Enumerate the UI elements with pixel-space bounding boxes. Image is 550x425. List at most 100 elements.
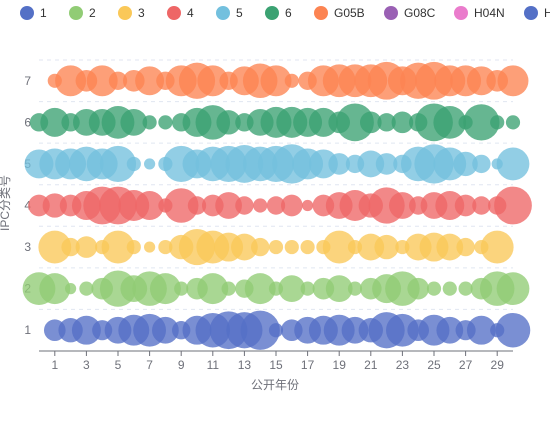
- bubble-point[interactable]: [453, 151, 478, 177]
- bubble-point[interactable]: [300, 281, 315, 296]
- bubble-point[interactable]: [466, 66, 496, 96]
- bubble-point[interactable]: [322, 230, 356, 264]
- legend-item-6[interactable]: 6: [265, 6, 292, 20]
- bubble-point[interactable]: [40, 107, 70, 137]
- bubble-point[interactable]: [386, 313, 419, 347]
- bubble-point[interactable]: [235, 196, 254, 215]
- bubble-point[interactable]: [120, 108, 148, 136]
- bubble-point[interactable]: [357, 150, 385, 178]
- bubble-point[interactable]: [61, 237, 80, 257]
- legend-item-H04N[interactable]: H04N: [454, 6, 505, 20]
- bubble-point[interactable]: [359, 111, 382, 134]
- bubble-point[interactable]: [496, 147, 530, 181]
- bubble-point[interactable]: [197, 273, 229, 305]
- bubble-point[interactable]: [135, 66, 165, 96]
- bubble-point[interactable]: [75, 236, 98, 258]
- bubble-point[interactable]: [135, 191, 165, 220]
- bubble-point[interactable]: [152, 316, 179, 344]
- bubble-point[interactable]: [454, 194, 477, 217]
- bubble-point[interactable]: [375, 153, 398, 175]
- legend-item-1[interactable]: 1: [20, 6, 47, 20]
- bubble-point[interactable]: [149, 273, 181, 305]
- bubble-point[interactable]: [231, 233, 258, 261]
- bubble-point[interactable]: [435, 191, 465, 220]
- bubble-point[interactable]: [490, 115, 505, 130]
- bubble-point[interactable]: [268, 323, 284, 338]
- bubble-point[interactable]: [221, 281, 236, 296]
- bubble-point[interactable]: [108, 71, 128, 90]
- legend-item-G05B[interactable]: G05B: [314, 6, 365, 20]
- bubble-point[interactable]: [38, 230, 72, 264]
- bubble-point[interactable]: [466, 315, 496, 345]
- legend-item-G08C[interactable]: G08C: [384, 6, 436, 20]
- bubble-point[interactable]: [458, 281, 473, 296]
- bubble-point[interactable]: [158, 115, 173, 130]
- bubble-point[interactable]: [79, 281, 94, 296]
- bubble-point[interactable]: [101, 230, 135, 264]
- bubble-point[interactable]: [144, 158, 156, 170]
- bubble-point[interactable]: [391, 111, 414, 134]
- bubble-point[interactable]: [433, 105, 467, 139]
- bubble-point[interactable]: [86, 65, 118, 97]
- bubble-point[interactable]: [142, 115, 157, 130]
- bubble-point[interactable]: [300, 239, 315, 255]
- bubble-point[interactable]: [336, 103, 374, 142]
- bubble-point[interactable]: [442, 281, 457, 296]
- bubble-point[interactable]: [144, 241, 156, 253]
- bubble-point[interactable]: [472, 196, 491, 215]
- bubble-point[interactable]: [158, 239, 173, 255]
- bubble-point[interactable]: [163, 188, 199, 223]
- bubble-point[interactable]: [187, 196, 207, 215]
- bubble-point[interactable]: [244, 273, 276, 305]
- bubble-point[interactable]: [284, 73, 299, 88]
- bubble-point[interactable]: [308, 107, 338, 137]
- bubble-point[interactable]: [266, 196, 286, 215]
- bubble-point[interactable]: [39, 273, 71, 305]
- bubble-point[interactable]: [42, 193, 67, 218]
- legend-item-H04M[interactable]: H04M: [524, 6, 550, 20]
- legend-item-4[interactable]: 4: [167, 6, 194, 20]
- bubble-point[interactable]: [325, 275, 353, 303]
- bubble-point[interactable]: [456, 237, 475, 257]
- bubble-point[interactable]: [494, 186, 532, 225]
- legend-item-3[interactable]: 3: [118, 6, 145, 20]
- bubble-point[interactable]: [215, 192, 242, 219]
- bubble-point[interactable]: [174, 281, 189, 296]
- bubble-point[interactable]: [497, 65, 529, 97]
- bubble-point[interactable]: [505, 115, 521, 130]
- bubble-point[interactable]: [260, 65, 292, 97]
- bubble-point[interactable]: [268, 239, 284, 255]
- legend-item-5[interactable]: 5: [216, 6, 243, 20]
- bubble-point[interactable]: [197, 65, 229, 97]
- bubble-point[interactable]: [436, 316, 464, 344]
- bubble-point[interactable]: [280, 194, 303, 217]
- bubble-point[interactable]: [99, 145, 137, 183]
- bubble-point[interactable]: [436, 233, 464, 261]
- bubble-point[interactable]: [253, 198, 268, 213]
- bubble-point[interactable]: [308, 149, 338, 179]
- bubble-point[interactable]: [251, 237, 270, 257]
- bubble-point[interactable]: [347, 281, 363, 296]
- bubble-point[interactable]: [389, 192, 416, 219]
- bubble-point[interactable]: [496, 272, 530, 306]
- bubble-point[interactable]: [240, 310, 280, 350]
- bubble-point[interactable]: [374, 234, 399, 260]
- bubble-point[interactable]: [55, 65, 87, 97]
- bubble-point[interactable]: [126, 239, 141, 255]
- bubble-point[interactable]: [377, 113, 396, 132]
- bubble-point[interactable]: [480, 230, 514, 264]
- bubble-point[interactable]: [472, 154, 491, 174]
- bubble-point[interactable]: [278, 275, 306, 303]
- bubble-point[interactable]: [284, 239, 299, 255]
- bubble-point[interactable]: [302, 199, 314, 212]
- bubble-point[interactable]: [71, 315, 101, 345]
- bubble-point[interactable]: [495, 312, 531, 348]
- bubble-point[interactable]: [216, 110, 241, 135]
- bubble-point[interactable]: [463, 104, 500, 141]
- bubble-point[interactable]: [385, 271, 420, 306]
- bubble-point[interactable]: [126, 156, 141, 172]
- bubble-point[interactable]: [426, 281, 442, 296]
- bubble-point[interactable]: [65, 283, 77, 295]
- bubble-point[interactable]: [407, 277, 430, 300]
- bubble-point[interactable]: [328, 153, 351, 175]
